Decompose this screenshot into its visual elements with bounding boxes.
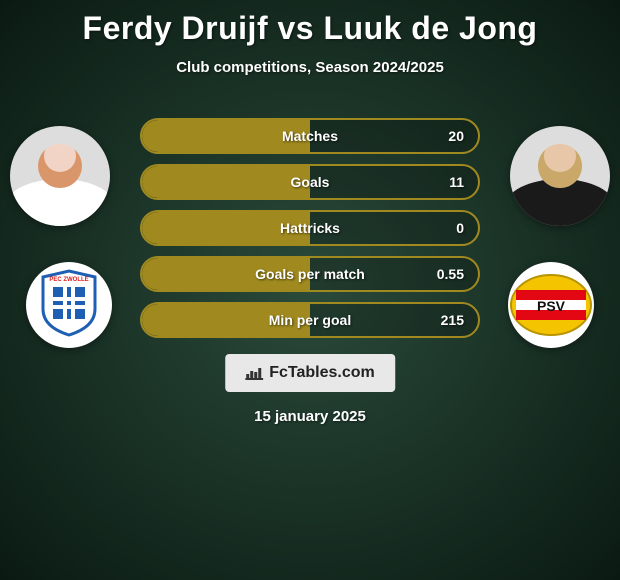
stat-value: 0	[456, 220, 464, 236]
subtitle: Club competitions, Season 2024/2025	[0, 59, 620, 76]
psv-badge-icon: PSV	[508, 262, 594, 348]
page-title: Ferdy Druijf vs Luuk de Jong	[0, 0, 620, 47]
stat-row: Matches 20	[140, 118, 480, 154]
stats-list: Matches 20 Goals 11 Hattricks 0 Goals pe…	[140, 118, 480, 348]
stat-row: Goals per match 0.55	[140, 256, 480, 292]
stat-value: 20	[448, 128, 464, 144]
stat-label: Goals per match	[142, 266, 478, 282]
badge-text: PEC ZWOLLE	[49, 277, 88, 283]
player-left-avatar	[10, 126, 110, 226]
stat-row: Min per goal 215	[140, 302, 480, 338]
stat-label: Min per goal	[142, 312, 478, 328]
stat-label: Goals	[142, 174, 478, 190]
badge-text: PSV	[537, 298, 566, 314]
stat-value: 11	[449, 174, 464, 190]
date-label: 15 january 2025	[0, 408, 620, 425]
avatar-head	[38, 144, 82, 188]
player-right-avatar	[510, 126, 610, 226]
stat-row: Goals 11	[140, 164, 480, 200]
stat-row: Hattricks 0	[140, 210, 480, 246]
stat-label: Hattricks	[142, 220, 478, 236]
badge-inner: PEC ZWOLLE	[26, 262, 112, 348]
avatar-head	[538, 144, 582, 188]
club-right-badge: PSV	[508, 262, 594, 348]
brand-box: FcTables.com	[225, 354, 395, 392]
shield-icon: PEC ZWOLLE	[39, 269, 99, 337]
stat-value: 215	[441, 312, 464, 328]
stat-value: 0.55	[437, 266, 464, 282]
brand-text: FcTables.com	[269, 364, 375, 382]
badge-inner: PSV	[508, 262, 594, 348]
stat-label: Matches	[142, 128, 478, 144]
chart-icon	[245, 366, 263, 380]
club-left-badge: PEC ZWOLLE	[26, 262, 112, 348]
comparison-card: Ferdy Druijf vs Luuk de Jong Club compet…	[0, 0, 620, 580]
